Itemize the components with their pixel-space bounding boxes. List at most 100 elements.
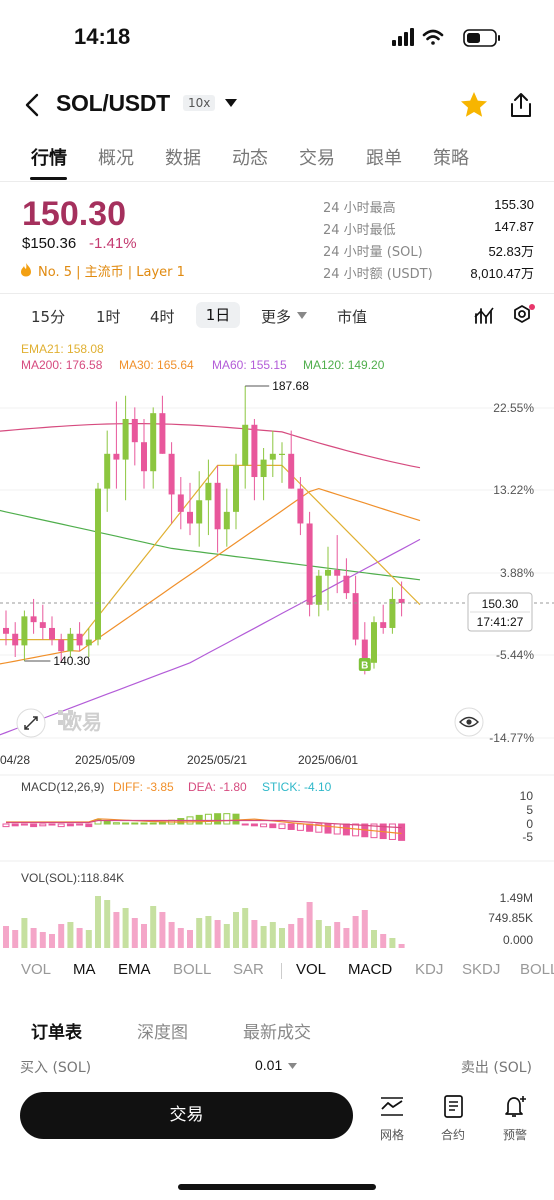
- indicator-boll-main[interactable]: BOLL: [173, 961, 212, 978]
- candle-body: [398, 598, 405, 603]
- stat-volume-value: 52.83万: [488, 244, 534, 259]
- indicator-divider: [281, 963, 282, 979]
- macd-bar: [260, 823, 268, 828]
- volume-bar: [113, 912, 120, 948]
- grid-label: 网格: [379, 1128, 404, 1142]
- market-cap-toggle[interactable]: 市值: [337, 308, 368, 326]
- candle-body: [389, 598, 396, 628]
- volume-bar: [159, 912, 166, 948]
- chart-settings-icon[interactable]: [511, 303, 537, 327]
- macd-diff: DIFF: -3.85: [113, 780, 174, 794]
- volume-bar: [352, 916, 359, 948]
- candle-body: [85, 639, 92, 646]
- indicator-chart-icon[interactable]: [474, 305, 494, 325]
- last-price: 150.30: [22, 195, 126, 233]
- volume-bar: [21, 918, 28, 948]
- depth-tab[interactable]: 深度图: [137, 1023, 188, 1043]
- candle-body: [297, 488, 304, 524]
- stat-turnover-value: 8,010.47万: [470, 266, 534, 281]
- indicator-sar[interactable]: SAR: [233, 961, 264, 978]
- volume-bar: [214, 920, 221, 948]
- macd-dea: DEA: -1.80: [188, 780, 247, 794]
- volume-bar: [3, 926, 9, 948]
- kline-chart[interactable]: 187.68 140.30 B 150.30 17:41:27 22.55% 13.22% 3…: [0, 338, 554, 953]
- logo-square: [63, 715, 68, 720]
- candle-body: [315, 575, 322, 605]
- y-axis-label: -5.44%: [496, 648, 534, 662]
- volume-bar: [58, 924, 65, 948]
- interval-1h[interactable]: 1时: [96, 308, 121, 326]
- contract-button[interactable]: 合约: [427, 1094, 479, 1143]
- y-axis-label: 22.55%: [493, 401, 534, 415]
- volume-bar: [260, 926, 267, 948]
- indicator-macd[interactable]: MACD: [348, 961, 393, 978]
- macd-bar: [324, 823, 332, 834]
- macd-bar: [94, 819, 102, 825]
- pair-title[interactable]: SOL/USDT: [56, 90, 170, 116]
- indicator-skdj[interactable]: SKDJ: [462, 961, 501, 978]
- trades-tab[interactable]: 最新成交: [243, 1023, 311, 1043]
- home-indicator: [178, 1184, 376, 1190]
- x-axis-label: 04/28: [0, 753, 30, 767]
- orderbook-tab[interactable]: 订单表: [31, 1023, 82, 1043]
- stat-volume-label: 24 小时量 (SOL): [323, 245, 423, 260]
- tab-underline: [30, 177, 67, 180]
- tab-market[interactable]: 行情: [31, 148, 67, 169]
- stat-high-value: 155.30: [494, 197, 534, 212]
- interval-1d[interactable]: 1日: [196, 302, 240, 328]
- price-step-select[interactable]: 0.01: [255, 1057, 283, 1073]
- macd-bar: [250, 823, 258, 827]
- interval-4h[interactable]: 4时: [150, 308, 175, 326]
- interval-15m[interactable]: 15分: [31, 308, 66, 326]
- trade-button[interactable]: 交易: [20, 1092, 353, 1139]
- macd-bar: [103, 820, 111, 825]
- macd-bar: [278, 823, 286, 830]
- y-axis-label: 13.22%: [493, 483, 534, 497]
- macd-stick: STICK: -4.10: [262, 780, 332, 794]
- pair-dropdown-icon[interactable]: [224, 98, 238, 108]
- star-icon[interactable]: [459, 90, 489, 120]
- macd-bar: [398, 823, 406, 841]
- share-icon[interactable]: [508, 91, 534, 119]
- indicator-vol-sub[interactable]: VOL: [296, 961, 327, 978]
- usd-price: $150.36: [22, 235, 77, 252]
- back-arrow-icon[interactable]: [24, 93, 40, 117]
- grid-button[interactable]: 网格: [366, 1094, 418, 1143]
- candle-panel: 187.68 140.30 B 150.30 17:41:27 22.55% 13.22% 3…: [0, 379, 554, 776]
- tab-strategy[interactable]: 策略: [433, 148, 469, 169]
- volume-bar: [95, 896, 101, 948]
- indicator-boll-sub[interactable]: BOLL: [520, 961, 554, 978]
- interval-more[interactable]: 更多: [261, 308, 292, 326]
- grid-bot-icon: [381, 1097, 403, 1116]
- candle-body: [141, 442, 147, 472]
- y-axis-label: 3.88%: [500, 566, 534, 580]
- indicator-kdj[interactable]: KDJ: [415, 961, 444, 978]
- candle-body: [30, 616, 37, 623]
- tab-trade[interactable]: 交易: [299, 148, 335, 169]
- logo-square: [68, 720, 73, 725]
- alert-button[interactable]: 预警: [489, 1094, 541, 1143]
- okx-logo-icon: [58, 710, 73, 725]
- step-dropdown-icon[interactable]: [288, 1063, 297, 1069]
- tab-data[interactable]: 数据: [165, 148, 201, 169]
- indicator-vol-main[interactable]: VOL: [21, 961, 52, 978]
- volume-bar: [30, 928, 37, 948]
- volume-bar: [168, 922, 175, 948]
- volume-bar: [205, 916, 212, 948]
- tab-news[interactable]: 动态: [232, 148, 268, 169]
- macd-bar: [140, 822, 148, 825]
- volume-bar: [12, 930, 19, 948]
- indicator-ma[interactable]: MA: [73, 961, 96, 978]
- volume-axis-label: 749.85K: [488, 911, 533, 925]
- indicator-ema[interactable]: EMA: [118, 961, 151, 978]
- tab-copy[interactable]: 跟单: [366, 148, 402, 169]
- logo-square: [58, 720, 63, 725]
- macd-bar: [2, 823, 10, 828]
- candle-body: [3, 627, 9, 634]
- candle-body: [214, 482, 221, 530]
- candle-body: [168, 453, 175, 495]
- candle-body: [187, 511, 193, 524]
- more-dropdown-icon[interactable]: [297, 312, 307, 319]
- tab-overview[interactable]: 概况: [98, 148, 134, 169]
- divider: [0, 181, 554, 182]
